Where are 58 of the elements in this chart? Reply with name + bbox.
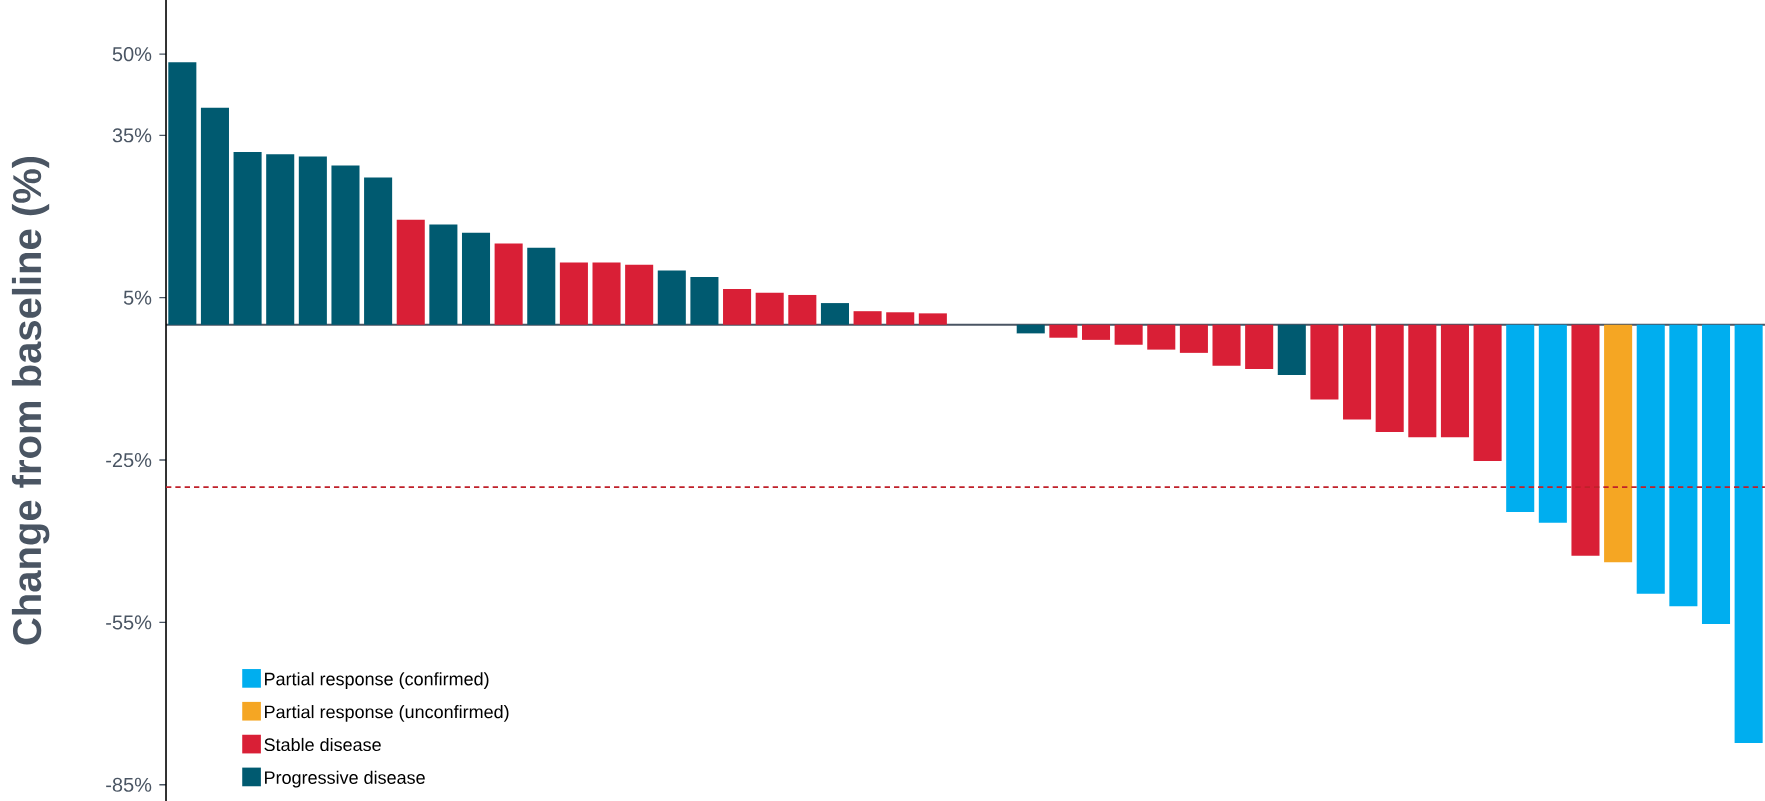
bar xyxy=(559,262,588,325)
bar xyxy=(1506,324,1535,512)
bar xyxy=(657,270,686,325)
bar xyxy=(1636,324,1665,594)
bar xyxy=(1408,324,1437,438)
bar xyxy=(1016,324,1045,334)
bar xyxy=(1179,324,1208,353)
bar xyxy=(1277,324,1306,376)
bar xyxy=(1310,324,1339,400)
bar xyxy=(918,313,947,325)
bar xyxy=(592,262,621,325)
bar xyxy=(1538,324,1567,523)
bar xyxy=(1669,324,1698,607)
y-tick-label: -85% xyxy=(106,777,152,792)
bar xyxy=(527,247,556,325)
y-tick-label: -25% xyxy=(106,452,152,468)
bar xyxy=(331,165,360,325)
y-tick-label: 5% xyxy=(123,290,152,305)
bar xyxy=(1375,324,1404,432)
legend-label: Partial response (unconfirmed) xyxy=(265,705,509,722)
bar xyxy=(1701,324,1731,625)
legend-label: Progressive disease xyxy=(265,770,425,788)
bar xyxy=(298,156,327,325)
bar xyxy=(233,152,262,325)
bar xyxy=(690,277,719,325)
bar xyxy=(1212,324,1241,366)
y-tick-label: -55% xyxy=(106,615,152,630)
bar xyxy=(266,154,295,325)
bar xyxy=(1081,324,1111,340)
bar xyxy=(886,312,915,325)
bar xyxy=(168,62,197,325)
y-tick-label: 50% xyxy=(112,47,152,62)
bar xyxy=(364,177,393,325)
bar xyxy=(1734,324,1763,744)
bar xyxy=(1440,324,1469,438)
bar xyxy=(755,292,784,325)
bar xyxy=(1114,324,1143,345)
bar xyxy=(1473,324,1502,462)
y-axis-title: Change from baseline (%) xyxy=(11,156,50,645)
bar xyxy=(461,232,491,325)
bar xyxy=(396,219,425,325)
y-tick-label: 35% xyxy=(112,128,152,143)
bar xyxy=(788,294,817,325)
bar xyxy=(853,311,882,325)
bar xyxy=(1604,324,1633,563)
bar xyxy=(494,243,523,325)
bar xyxy=(200,107,229,325)
legend-label: Stable disease xyxy=(264,737,381,752)
bar xyxy=(1571,324,1600,556)
bar xyxy=(1245,324,1274,370)
bar xyxy=(723,289,752,325)
bar xyxy=(1343,324,1372,420)
bar xyxy=(1147,324,1176,350)
bar xyxy=(820,303,849,325)
bar xyxy=(625,264,654,325)
bar xyxy=(1049,324,1078,338)
legend-label: Partial response (confirmed) xyxy=(265,672,489,689)
bar xyxy=(429,224,458,325)
